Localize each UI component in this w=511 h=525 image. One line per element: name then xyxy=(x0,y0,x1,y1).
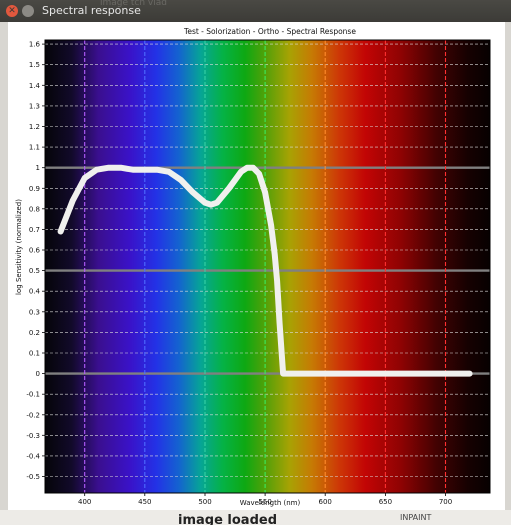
spectrum-background xyxy=(45,40,490,493)
y-tick-label: -0.5 xyxy=(26,473,40,481)
y-tick-label: 1.2 xyxy=(29,123,40,131)
y-tick-label: 0 xyxy=(36,370,40,378)
y-tick-label: 1.1 xyxy=(29,144,40,152)
x-tick-label: 500 xyxy=(198,498,211,506)
y-tick-label: -0.3 xyxy=(26,432,40,440)
y-tick-label: -0.1 xyxy=(26,391,40,399)
background-app-edge xyxy=(0,22,8,525)
spectral-response-plot: Test - Solorization - Ortho - Spectral R… xyxy=(15,27,491,507)
y-tick-label: 1.3 xyxy=(29,102,40,110)
y-tick-label: 0.1 xyxy=(29,350,40,358)
background-window-title: image tch viad xyxy=(100,0,167,8)
y-tick-label: 1 xyxy=(36,164,40,172)
y-tick-label: 0.5 xyxy=(29,267,40,275)
window-titlebar: ✕ Spectral response image tch viad xyxy=(0,0,511,23)
x-tick-label: 700 xyxy=(439,498,452,506)
x-tick-label: 550 xyxy=(258,498,271,506)
window-title: Spectral response xyxy=(42,4,141,17)
background-inpaint-label: INPAINT xyxy=(400,513,432,522)
x-tick-label: 450 xyxy=(138,498,151,506)
y-tick-label: 0.6 xyxy=(29,247,41,255)
y-tick-label: -0.4 xyxy=(26,452,40,460)
y-tick-label: 0.9 xyxy=(29,185,40,193)
y-tick-label: 0.4 xyxy=(29,288,41,296)
minimize-window-button[interactable] xyxy=(22,5,34,17)
y-tick-label: 0.8 xyxy=(29,205,40,213)
y-tick-label: 1.4 xyxy=(29,82,41,90)
x-axis-label: Wavelength (nm) xyxy=(240,499,301,507)
x-tick-label: 650 xyxy=(379,498,392,506)
x-tick-label: 600 xyxy=(319,498,332,506)
sensitivity-curve xyxy=(57,164,473,377)
background-app-footer: image loaded INPAINT xyxy=(0,510,511,525)
x-tick-label: 400 xyxy=(78,498,91,506)
y-tick-label: 0.2 xyxy=(29,329,40,337)
y-axis-label: log Sensitivity (normalized) xyxy=(15,199,23,295)
axis-ticks: -0.5 -0.4 -0.3 -0.2 -0.1 0 0.1 0.2 0.3 0.4 0.5 0.6 0… xyxy=(26,41,452,506)
background-app-edge-right xyxy=(505,22,511,525)
y-tick-label: -0.2 xyxy=(26,411,40,419)
plot-frame xyxy=(44,39,491,494)
background-status-text: image loaded xyxy=(178,513,278,525)
y-tick-label: 1.6 xyxy=(29,41,41,49)
y-tick-label: 0.7 xyxy=(29,226,40,234)
close-window-button[interactable]: ✕ xyxy=(6,5,18,17)
spectral-band-lines xyxy=(84,40,447,493)
y-tick-label: 1.5 xyxy=(29,61,40,69)
chart-title: Test - Solorization - Ortho - Spectral R… xyxy=(183,27,356,36)
y-tick-label: 0.3 xyxy=(29,308,40,316)
plot-canvas: Test - Solorization - Ortho - Spectral R… xyxy=(8,22,505,510)
